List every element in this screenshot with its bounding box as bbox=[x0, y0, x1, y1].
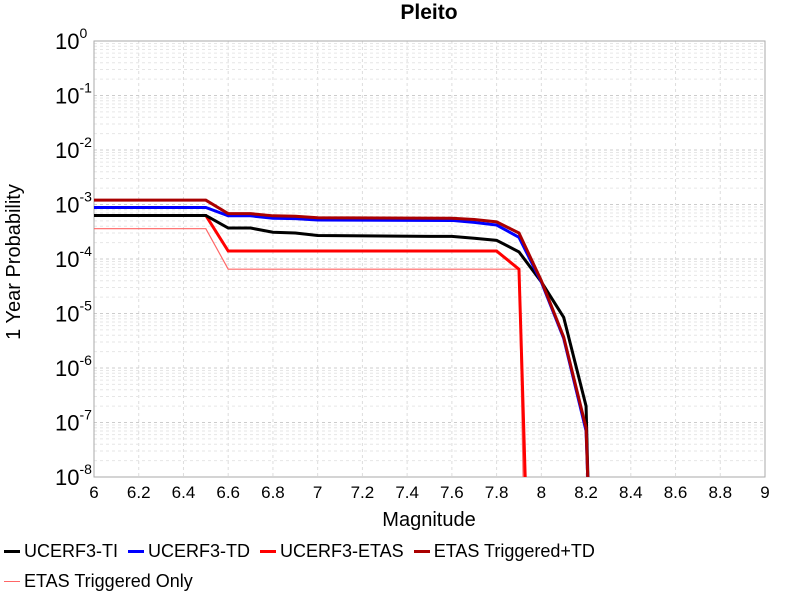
x-tick-label: 7.2 bbox=[351, 483, 375, 502]
legend-swatch bbox=[4, 580, 20, 582]
series-line-etas-triggered-td bbox=[94, 198, 590, 477]
x-tick-label: 8.4 bbox=[619, 483, 643, 502]
chart: Pleito 6 6.2 6.4 6.6 6.8 7 7.2 7.4 7.6 7.8 8 8.2 8.4… bbox=[3, 1, 770, 531]
y-tick-label: 10-5 bbox=[55, 298, 92, 327]
legend-row-1: UCERF3-TI UCERF3-TD UCERF3-ETAS ETAS Trigge… bbox=[0, 536, 800, 566]
legend-item: ETAS Triggered Only bbox=[0, 571, 193, 592]
grid bbox=[93, 41, 766, 478]
y-tick-labels: 100 10-1 10-2 10-3 10-4 10-5 10-6 10-7 10-8 bbox=[55, 25, 92, 490]
legend-item: UCERF3-TD bbox=[124, 541, 250, 562]
y-tick-label: 10-6 bbox=[55, 352, 92, 381]
x-tick-label: 8 bbox=[537, 483, 546, 502]
series-line-etas-triggered-only bbox=[94, 228, 524, 477]
legend-item: UCERF3-TI bbox=[0, 541, 118, 562]
legend-swatch bbox=[4, 549, 20, 553]
x-tick-label: 6.2 bbox=[127, 483, 151, 502]
x-tick-label: 6.4 bbox=[172, 483, 196, 502]
x-tick-label: 7.6 bbox=[440, 483, 464, 502]
legend-swatch bbox=[260, 549, 276, 553]
x-tick-label: 7 bbox=[313, 483, 322, 502]
chart-title: Pleito bbox=[400, 1, 457, 24]
x-tick-label: 8.2 bbox=[574, 483, 598, 502]
y-tick-label: 10-7 bbox=[55, 407, 92, 436]
y-tick-label: 100 bbox=[55, 25, 87, 54]
legend: UCERF3-TI UCERF3-TD UCERF3-ETAS ETAS Trigge… bbox=[0, 536, 800, 596]
x-tick-label: 6.8 bbox=[261, 483, 285, 502]
series-layer bbox=[94, 198, 590, 477]
x-axis-label: Magnitude bbox=[382, 509, 475, 531]
y-tick-label: 10-2 bbox=[55, 134, 92, 163]
legend-swatch bbox=[413, 549, 430, 553]
legend-row-2: ETAS Triggered Only bbox=[0, 566, 800, 596]
x-tick-label: 6 bbox=[89, 483, 98, 502]
legend-label: UCERF3-ETAS bbox=[280, 540, 404, 561]
x-tick-label: 7.8 bbox=[485, 483, 509, 502]
plot-area bbox=[93, 40, 766, 478]
legend-label: ETAS Triggered Only bbox=[24, 570, 193, 591]
y-tick-label: 10-8 bbox=[55, 461, 92, 490]
series-line-ucerf3-ti bbox=[94, 213, 590, 477]
y-tick-label: 10-1 bbox=[55, 80, 92, 109]
y-axis-label: 1 Year Probability bbox=[3, 184, 25, 340]
x-tick-label: 8.8 bbox=[708, 483, 732, 502]
x-tick-label: 7.4 bbox=[395, 483, 419, 502]
y-tick-label: 10-4 bbox=[55, 243, 92, 272]
x-tick-label: 9 bbox=[760, 483, 769, 502]
legend-item: ETAS Triggered+TD bbox=[410, 541, 595, 562]
legend-label: UCERF3-TI bbox=[24, 540, 118, 561]
y-tick-label: 10-3 bbox=[55, 189, 92, 218]
legend-item: UCERF3-ETAS bbox=[256, 541, 404, 562]
series-line-ucerf3-etas bbox=[94, 213, 527, 477]
legend-label: ETAS Triggered+TD bbox=[433, 540, 595, 561]
legend-swatch bbox=[128, 549, 144, 553]
x-tick-label: 6.6 bbox=[216, 483, 240, 502]
legend-label: UCERF3-TD bbox=[148, 540, 250, 561]
x-tick-labels: 6 6.2 6.4 6.6 6.8 7 7.2 7.4 7.6 7.8 8 8.2 8.4 8.6 8.8 9 bbox=[89, 483, 769, 502]
x-tick-label: 8.6 bbox=[664, 483, 688, 502]
